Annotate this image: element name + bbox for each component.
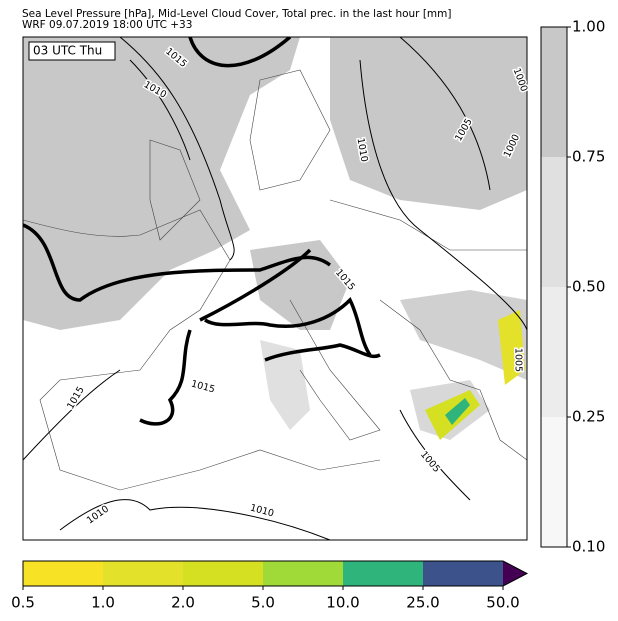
- colorbar-segment: [541, 157, 567, 287]
- colorbar-segment: [423, 561, 503, 586]
- colorbar-label: 0.5: [11, 594, 35, 612]
- colorbar-label: 10.0: [326, 594, 359, 612]
- colorbar-label: 25.0: [406, 594, 439, 612]
- title-line-2: WRF 09.07.2019 18:00 UTC +33: [22, 19, 192, 31]
- colorbar-segment: [541, 287, 567, 417]
- colorbar-label: 0.75: [572, 148, 605, 166]
- colorbar-segment: [343, 561, 423, 586]
- colorbar-label: 50.0: [486, 594, 519, 612]
- map-area: [23, 37, 527, 540]
- colorbar-segment: [541, 417, 567, 547]
- colorbar-segment: [103, 561, 183, 586]
- colorbar-segment: [183, 561, 263, 586]
- colorbar-label: 0.10: [572, 538, 605, 556]
- colorbar-label: 2.0: [171, 594, 195, 612]
- colorbar-segment: [263, 561, 343, 586]
- colorbar-label: 1.00: [572, 18, 605, 36]
- time-label: 03 UTC Thu: [33, 44, 102, 58]
- colorbar-label: 0.50: [572, 278, 605, 296]
- colorbar-segment: [541, 27, 567, 157]
- contour-label: 1005: [513, 348, 524, 372]
- map-frame: [22, 36, 528, 541]
- colorbar-label: 0.25: [572, 408, 605, 426]
- colorbar-frame: [22, 560, 529, 587]
- time-label-box: [28, 41, 116, 61]
- colorbar-label: 5.0: [251, 594, 275, 612]
- colorbar-segment: [23, 561, 103, 586]
- colorbar-label: 1.0: [91, 594, 115, 612]
- title-line-1: Sea Level Pressure [hPa], Mid-Level Clou…: [22, 8, 452, 20]
- colorbar-extension: [503, 561, 527, 586]
